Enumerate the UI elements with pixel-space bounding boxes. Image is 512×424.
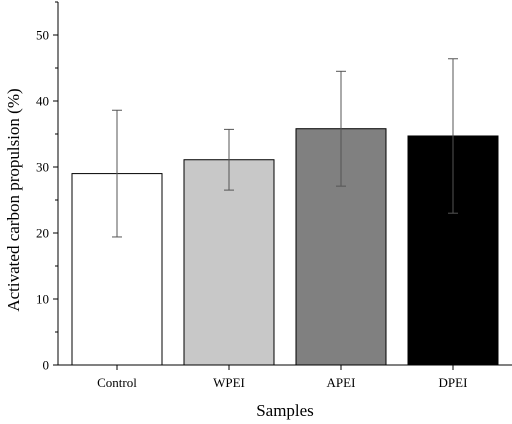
x-tick-label: Control [97, 375, 137, 390]
x-axis-title: Samples [256, 401, 314, 420]
error-bar-control [112, 109, 122, 238]
y-tick-label: 50 [36, 28, 49, 43]
bars-group [71, 128, 499, 366]
error-bar-apei [336, 70, 346, 187]
y-ticks-group: 0 10 20 30 40 50 [36, 1, 58, 373]
error-bar-dpei [448, 58, 458, 214]
y-tick-label: 20 [36, 226, 49, 241]
y-tick-label: 10 [36, 292, 49, 307]
error-bar-wpei [224, 128, 234, 191]
x-ticks-group: Control WPEI APEI DPEI [97, 365, 467, 390]
error-bars-group [112, 58, 458, 238]
y-tick-label: 40 [36, 94, 49, 109]
y-tick-label: 30 [36, 160, 49, 175]
x-tick-label: DPEI [439, 375, 468, 390]
x-tick-label: WPEI [213, 375, 245, 390]
bar-wpei [183, 159, 275, 366]
x-tick-label: APEI [327, 375, 356, 390]
y-axis-title: Activated carbon propulsion (%) [4, 88, 23, 311]
y-tick-label: 0 [43, 358, 50, 373]
